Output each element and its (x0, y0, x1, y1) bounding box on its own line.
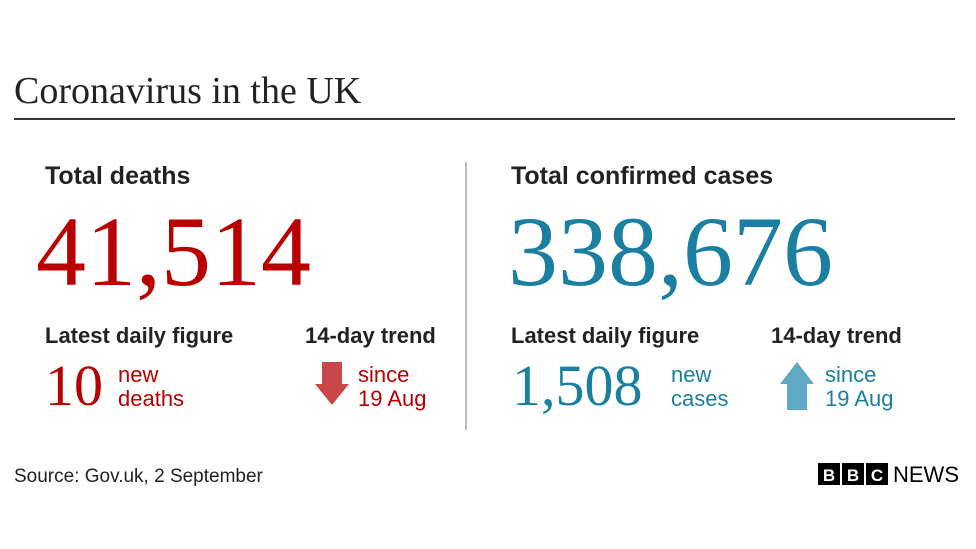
trend-text: since (825, 362, 876, 387)
daily-figure: 10 (45, 353, 103, 418)
trend-label: 14-day trend (305, 323, 436, 348)
panel-heading: Total deaths (45, 162, 190, 190)
daily-label: Latest daily figure (45, 323, 233, 348)
logo-block (842, 463, 864, 485)
trend-arrow-down (315, 362, 349, 405)
trend-text: since (358, 362, 409, 387)
panel-heading: Total confirmed cases (511, 162, 773, 190)
daily-unit: new (671, 362, 711, 387)
daily-label: Latest daily figure (511, 323, 699, 348)
bbc-logo: B B C (818, 463, 888, 485)
trend-label: 14-day trend (771, 323, 902, 348)
logo-letter: B (823, 466, 835, 485)
trend-arrow-up (780, 362, 814, 410)
trend-text: 19 Aug (825, 386, 894, 411)
brand: NEWS (893, 462, 959, 487)
source: Source: Gov.uk, 2 September (14, 466, 264, 487)
total-figure: 41,514 (36, 196, 311, 307)
daily-unit: deaths (118, 386, 184, 411)
logo-block (866, 463, 888, 485)
daily-unit: new (118, 362, 158, 387)
title: Coronavirus in the UK (14, 70, 362, 112)
logo-letter: C (871, 466, 883, 485)
daily-unit: cases (671, 386, 728, 411)
logo-block (818, 463, 840, 485)
trend-text: 19 Aug (358, 386, 427, 411)
total-figure: 338,676 (508, 196, 833, 307)
logo-letter: B (847, 466, 859, 485)
daily-figure: 1,508 (512, 353, 643, 418)
